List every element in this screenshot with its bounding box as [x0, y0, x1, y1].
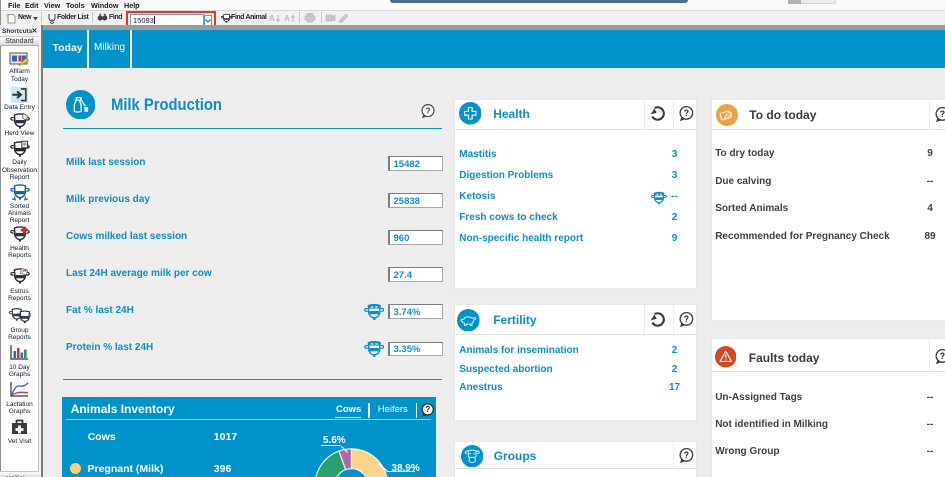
svg-text:?: ?: [684, 107, 689, 117]
svg-text:?: ?: [425, 404, 430, 414]
svg-text:?: ?: [684, 450, 689, 460]
svg-text:?: ?: [940, 351, 945, 361]
svg-text:?: ?: [684, 314, 689, 324]
svg-text:?: ?: [425, 106, 430, 115]
svg-text:?: ?: [940, 108, 945, 118]
